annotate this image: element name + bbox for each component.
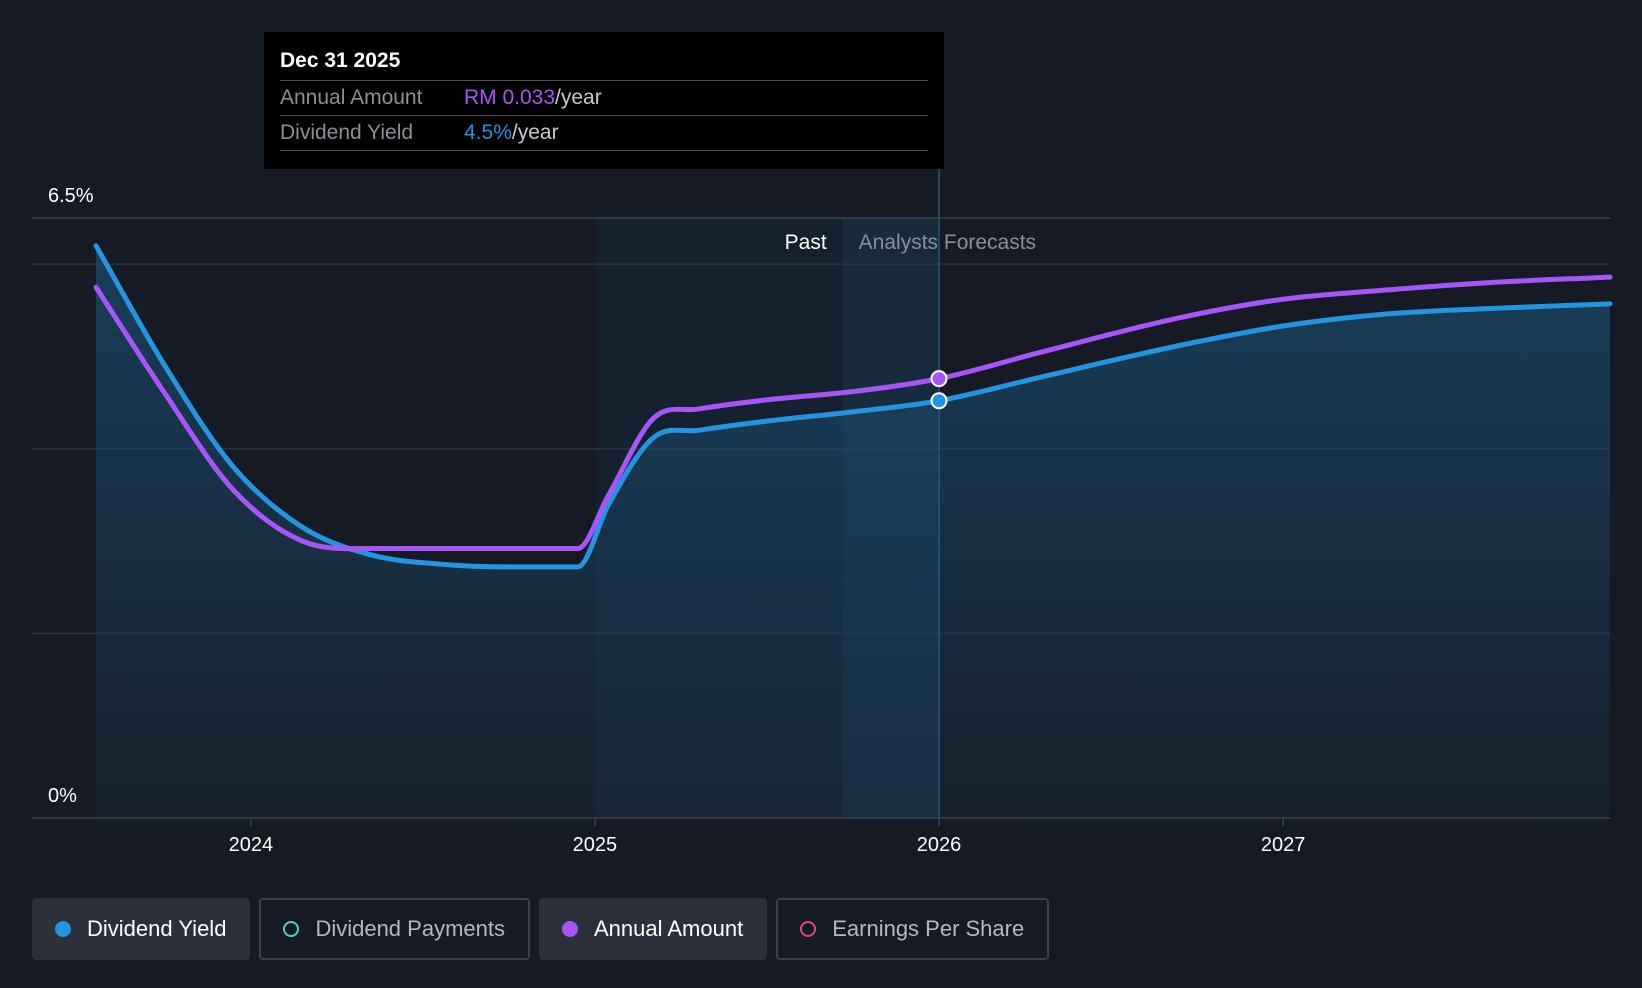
tooltip-date: Dec 31 2025 (280, 49, 401, 72)
chart-legend: Dividend Yield Dividend Payments Annual … (32, 898, 1050, 960)
annual-amount-line (93, 274, 1613, 552)
legend-earnings-per-share[interactable]: Earnings Per Share (776, 898, 1050, 960)
x-axis-ticks: 2024 2025 2026 2027 (229, 818, 1306, 856)
tooltip-annual-value: RM 0.033 (464, 86, 556, 109)
legend-dot-icon (283, 921, 300, 937)
forecast-label: Analysts Forecasts (859, 231, 1036, 254)
y-tick-top: 6.5% (48, 185, 94, 207)
tooltip-yield-value: 4.5% (464, 121, 512, 144)
legend-dividend-payments[interactable]: Dividend Payments (259, 898, 530, 960)
past-label: Past (785, 231, 827, 254)
hover-point-dividend-yield (930, 392, 948, 410)
tooltip-yield-label: Dividend Yield (280, 121, 414, 144)
tooltip-yield-row: Dividend Yield 4.5% /year (280, 115, 928, 151)
chart-tooltip: Dec 31 2025 Annual Amount RM 0.033 /year… (264, 32, 944, 169)
dividend-yield-area (96, 245, 1610, 818)
legend-dividend-yield[interactable]: Dividend Yield (32, 898, 251, 960)
legend-annual-amount[interactable]: Annual Amount (538, 898, 768, 960)
dividend-yield-line (93, 243, 1613, 570)
legend-label: Earnings Per Share (832, 916, 1025, 941)
tooltip-annual-row: Annual Amount RM 0.033 /year (280, 80, 928, 115)
legend-label: Dividend Payments (315, 916, 505, 941)
legend-dot-icon (800, 921, 817, 937)
x-tick-label: 2027 (1261, 834, 1306, 856)
x-tick-label: 2026 (917, 834, 962, 856)
tooltip-annual-label: Annual Amount (280, 86, 423, 109)
y-tick-bottom: 0% (48, 785, 77, 807)
x-tick-label: 2024 (229, 834, 274, 856)
legend-label: Annual Amount (593, 916, 744, 941)
legend-label: Dividend Yield (87, 916, 227, 941)
hover-point-annual-amount (930, 370, 948, 388)
legend-dot-icon (561, 921, 578, 937)
hover-points (930, 370, 948, 410)
x-tick-label: 2025 (573, 834, 618, 856)
tooltip-yield-unit: /year (511, 121, 559, 144)
tooltip-annual-unit: /year (555, 86, 602, 109)
legend-dot-icon (55, 921, 71, 937)
